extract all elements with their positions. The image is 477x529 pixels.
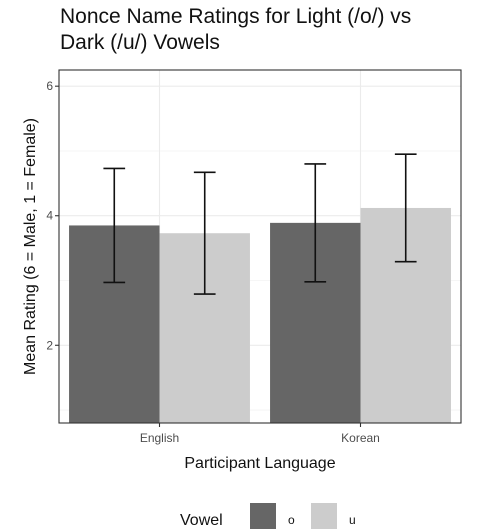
- y-axis-ticks: 2 4 6: [46, 79, 59, 352]
- y-tick-label: 6: [46, 79, 53, 93]
- y-tick-label: 4: [46, 209, 53, 223]
- chart-title: Nonce Name Ratings for Light (/o/) vs Da…: [60, 5, 412, 54]
- legend-label-u: u: [349, 513, 356, 527]
- legend: Vowel o u: [180, 503, 356, 529]
- legend-key-o: [250, 503, 276, 529]
- error-bar-o-english: [103, 167, 126, 284]
- y-tick-label: 2: [46, 338, 53, 352]
- x-tick-label: English: [140, 431, 179, 445]
- x-tick-label: Korean: [341, 431, 380, 445]
- y-axis-title: Mean Rating (6 = Male, 1 = Female): [22, 118, 39, 375]
- error-bar-u-english: [193, 171, 216, 295]
- x-axis-ticks: English Korean: [140, 423, 380, 445]
- error-bar-u-korean: [394, 153, 417, 263]
- error-bars: [103, 153, 417, 295]
- plot-border: [58, 69, 462, 424]
- x-axis-title: Participant Language: [184, 455, 335, 472]
- legend-label-o: o: [288, 513, 295, 527]
- legend-key-u: [311, 503, 337, 529]
- legend-title: Vowel: [180, 512, 223, 529]
- error-bar-o-korean: [304, 163, 327, 283]
